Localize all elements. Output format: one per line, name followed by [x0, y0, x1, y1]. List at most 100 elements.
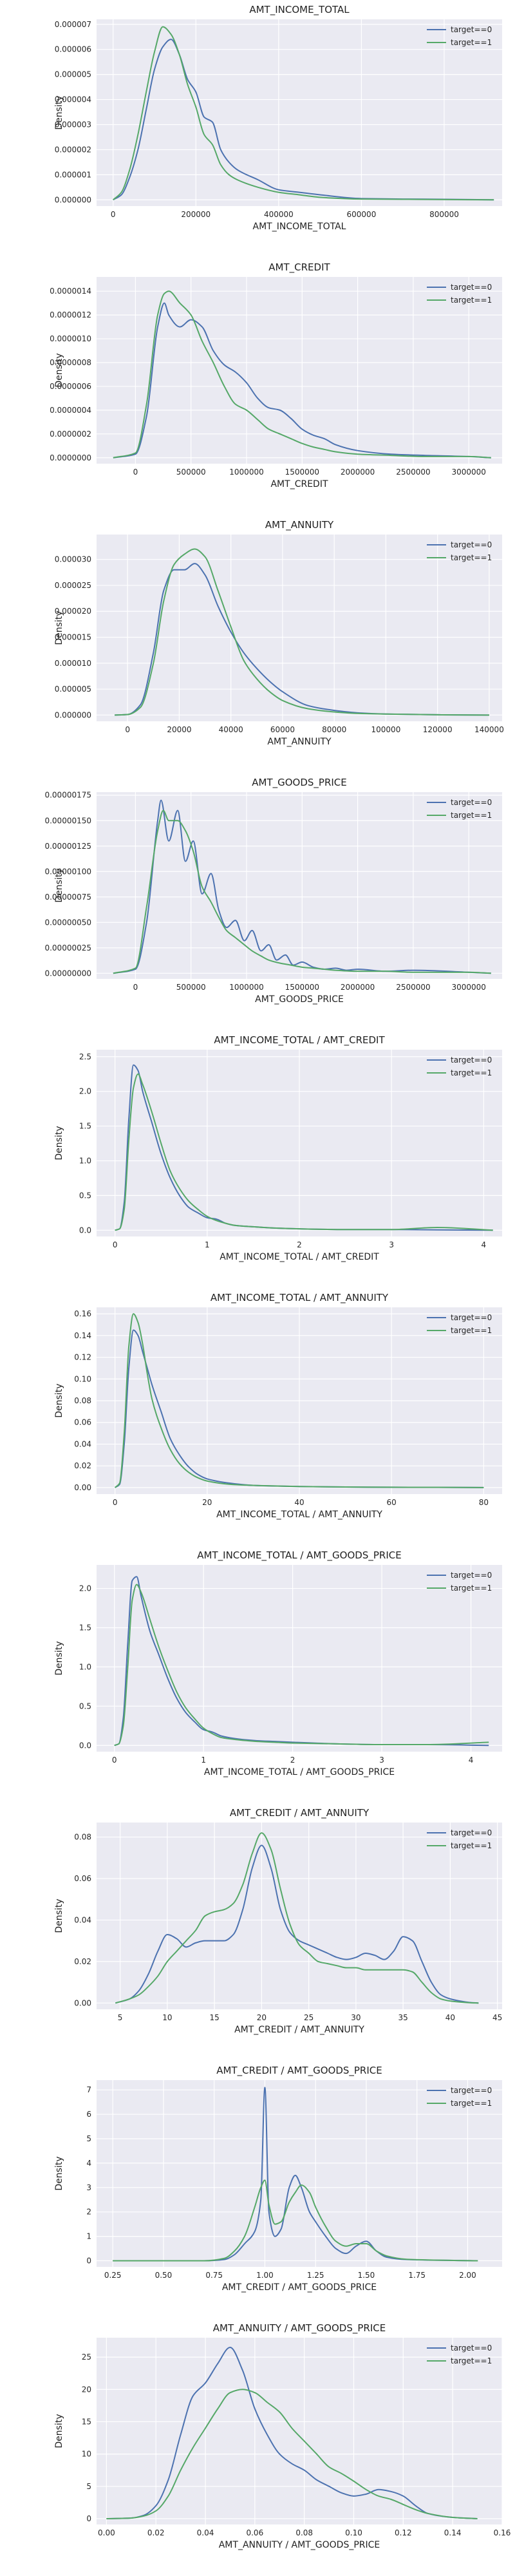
y-tick-label: 0.0000012 — [50, 310, 91, 319]
x-tick-label: 0.50 — [155, 2271, 173, 2280]
series-line-target0 — [115, 563, 489, 716]
series-line-target1 — [113, 290, 491, 459]
x-tick-label: 2 — [290, 1756, 295, 1765]
x-tick-label: 1.25 — [307, 2271, 324, 2280]
legend-label: target==0 — [451, 798, 492, 807]
legend-label: target==1 — [451, 296, 492, 305]
y-tick-label: 0.0000002 — [50, 430, 91, 439]
y-tick-label: 0.5 — [79, 1191, 91, 1200]
y-tick-label: 0.00000125 — [44, 842, 91, 851]
y-tick-label: 0.0000008 — [50, 358, 91, 367]
x-tick-label: 20 — [257, 2013, 267, 2022]
y-tick-label: 7 — [86, 2085, 91, 2094]
legend-label: target==0 — [451, 25, 492, 34]
y-tick-label: 0 — [86, 2514, 91, 2523]
legend-label: target==0 — [451, 1313, 492, 1322]
x-tick-label: 1500000 — [285, 468, 319, 477]
legend: target==0 target==1 — [427, 2344, 492, 2365]
y-tick-label: 0.000000 — [55, 195, 91, 204]
y-axis-label: Density — [54, 868, 64, 902]
x-tick-label: 15 — [209, 2013, 219, 2022]
y-axis-label: Density — [54, 353, 64, 387]
y-tick-label: 5 — [86, 2134, 91, 2143]
y-tick-label: 0.0000006 — [50, 382, 91, 391]
x-tick-label: 45 — [492, 2013, 502, 2022]
y-tick-label: 0.12 — [74, 1353, 91, 1362]
series-line-target1 — [114, 1313, 484, 1488]
y-tick-label: 15 — [82, 2417, 91, 2426]
y-axis-label: Density — [54, 95, 64, 129]
x-tick-label: 0 — [113, 1498, 118, 1507]
y-tick-label: 0.00000150 — [44, 816, 91, 825]
y-tick-label: 0.04 — [74, 1915, 91, 1924]
series-line-target0 — [113, 302, 491, 459]
y-tick-label: 0.02 — [74, 1957, 91, 1966]
x-axis-label: AMT_INCOME_TOTAL — [253, 222, 346, 232]
x-tick-label: 0.02 — [147, 2528, 165, 2537]
y-tick-label: 0.0000010 — [50, 334, 91, 343]
y-axis-label: Density — [54, 1383, 64, 1417]
plot-area — [97, 535, 502, 721]
y-tick-label: 0.0000014 — [50, 287, 91, 296]
y-tick-label: 4 — [86, 2159, 91, 2168]
y-tick-label: 2.5 — [79, 1052, 91, 1061]
plot-area — [97, 2080, 502, 2267]
legend: target==0 target==1 — [427, 283, 492, 305]
x-tick-label: 30 — [351, 2013, 360, 2022]
legend: target==0 target==1 — [427, 798, 492, 820]
y-tick-label: 0.00000175 — [44, 791, 91, 800]
legend-label: target==1 — [451, 1068, 492, 1077]
series-line-target1 — [106, 2389, 478, 2519]
chart-title: AMT_CREDIT — [268, 261, 330, 274]
plot-area — [97, 277, 502, 464]
y-tick-label: 0.08 — [74, 1833, 91, 1842]
chart-panel-6: 0.00 0.02 0.04 0.06 0.08 0.10 0.12 0.14 0.16 0 20 4… — [54, 1292, 502, 1520]
y-tick-label: 0 — [86, 2257, 91, 2266]
x-tick-label: 40 — [445, 2013, 455, 2022]
y-tick-label: 0.06 — [74, 1874, 91, 1883]
x-tick-label: 0.14 — [444, 2528, 462, 2537]
chart-title: AMT_GOODS_PRICE — [252, 777, 347, 789]
x-tick-label: 1 — [201, 1756, 206, 1765]
y-axis-label: Density — [54, 1126, 64, 1160]
y-tick-label: 1 — [86, 2232, 91, 2241]
x-tick-label: 4 — [469, 1756, 474, 1765]
y-tick-label: 0.000025 — [55, 581, 91, 590]
y-tick-label: 0.00 — [74, 1483, 91, 1492]
chart-title: AMT_INCOME_TOTAL / AMT_GOODS_PRICE — [197, 1549, 401, 1562]
x-tick-label: 0.00 — [98, 2528, 115, 2537]
x-tick-label: 3 — [389, 1240, 394, 1249]
legend-label: target==1 — [451, 2356, 492, 2365]
y-tick-label: 2 — [86, 2208, 91, 2217]
legend: target==0 target==1 — [427, 1571, 492, 1593]
y-tick-label: 0.08 — [74, 1396, 91, 1405]
chart-title: AMT_ANNUITY — [265, 519, 334, 531]
series-line-target1 — [115, 1073, 493, 1231]
legend: target==0 target==1 — [427, 2086, 492, 2108]
x-tick-label: 1.00 — [256, 2271, 274, 2280]
series-line-target0 — [113, 39, 494, 201]
x-tick-label: 80000 — [322, 725, 346, 734]
y-tick-label: 20 — [82, 2385, 91, 2394]
chart-panel-10: 0 5 10 15 20 25 0.00 0.02 0.04 0.06 0.08 0.10 0.12 0.… — [54, 2322, 510, 2550]
plot-area — [97, 1823, 502, 2009]
x-tick-label: 0 — [125, 725, 130, 734]
x-axis-label: AMT_CREDIT / AMT_ANNUITY — [234, 2025, 364, 2035]
x-tick-label: 0 — [112, 1756, 117, 1765]
y-tick-label: 0.000005 — [55, 70, 91, 79]
legend-label: target==1 — [451, 1841, 492, 1850]
y-tick-label: 5 — [86, 2482, 91, 2491]
x-tick-label: 35 — [398, 2013, 408, 2022]
x-tick-label: 1 — [205, 1240, 210, 1249]
x-axis-label: AMT_INCOME_TOTAL / AMT_GOODS_PRICE — [204, 1767, 395, 1777]
x-tick-label: 20 — [202, 1498, 212, 1507]
legend-label: target==1 — [451, 2099, 492, 2108]
x-tick-label: 140000 — [474, 725, 504, 734]
x-tick-label: 1500000 — [285, 983, 319, 992]
y-tick-label: 0.00000100 — [44, 867, 91, 876]
y-tick-label: 1.0 — [79, 1662, 91, 1671]
legend-label: target==1 — [451, 1584, 492, 1593]
legend: target==0 target==1 — [427, 540, 492, 562]
chart-panel-3: 0.000000 0.000005 0.000010 0.000015 0.000020… — [54, 519, 504, 747]
